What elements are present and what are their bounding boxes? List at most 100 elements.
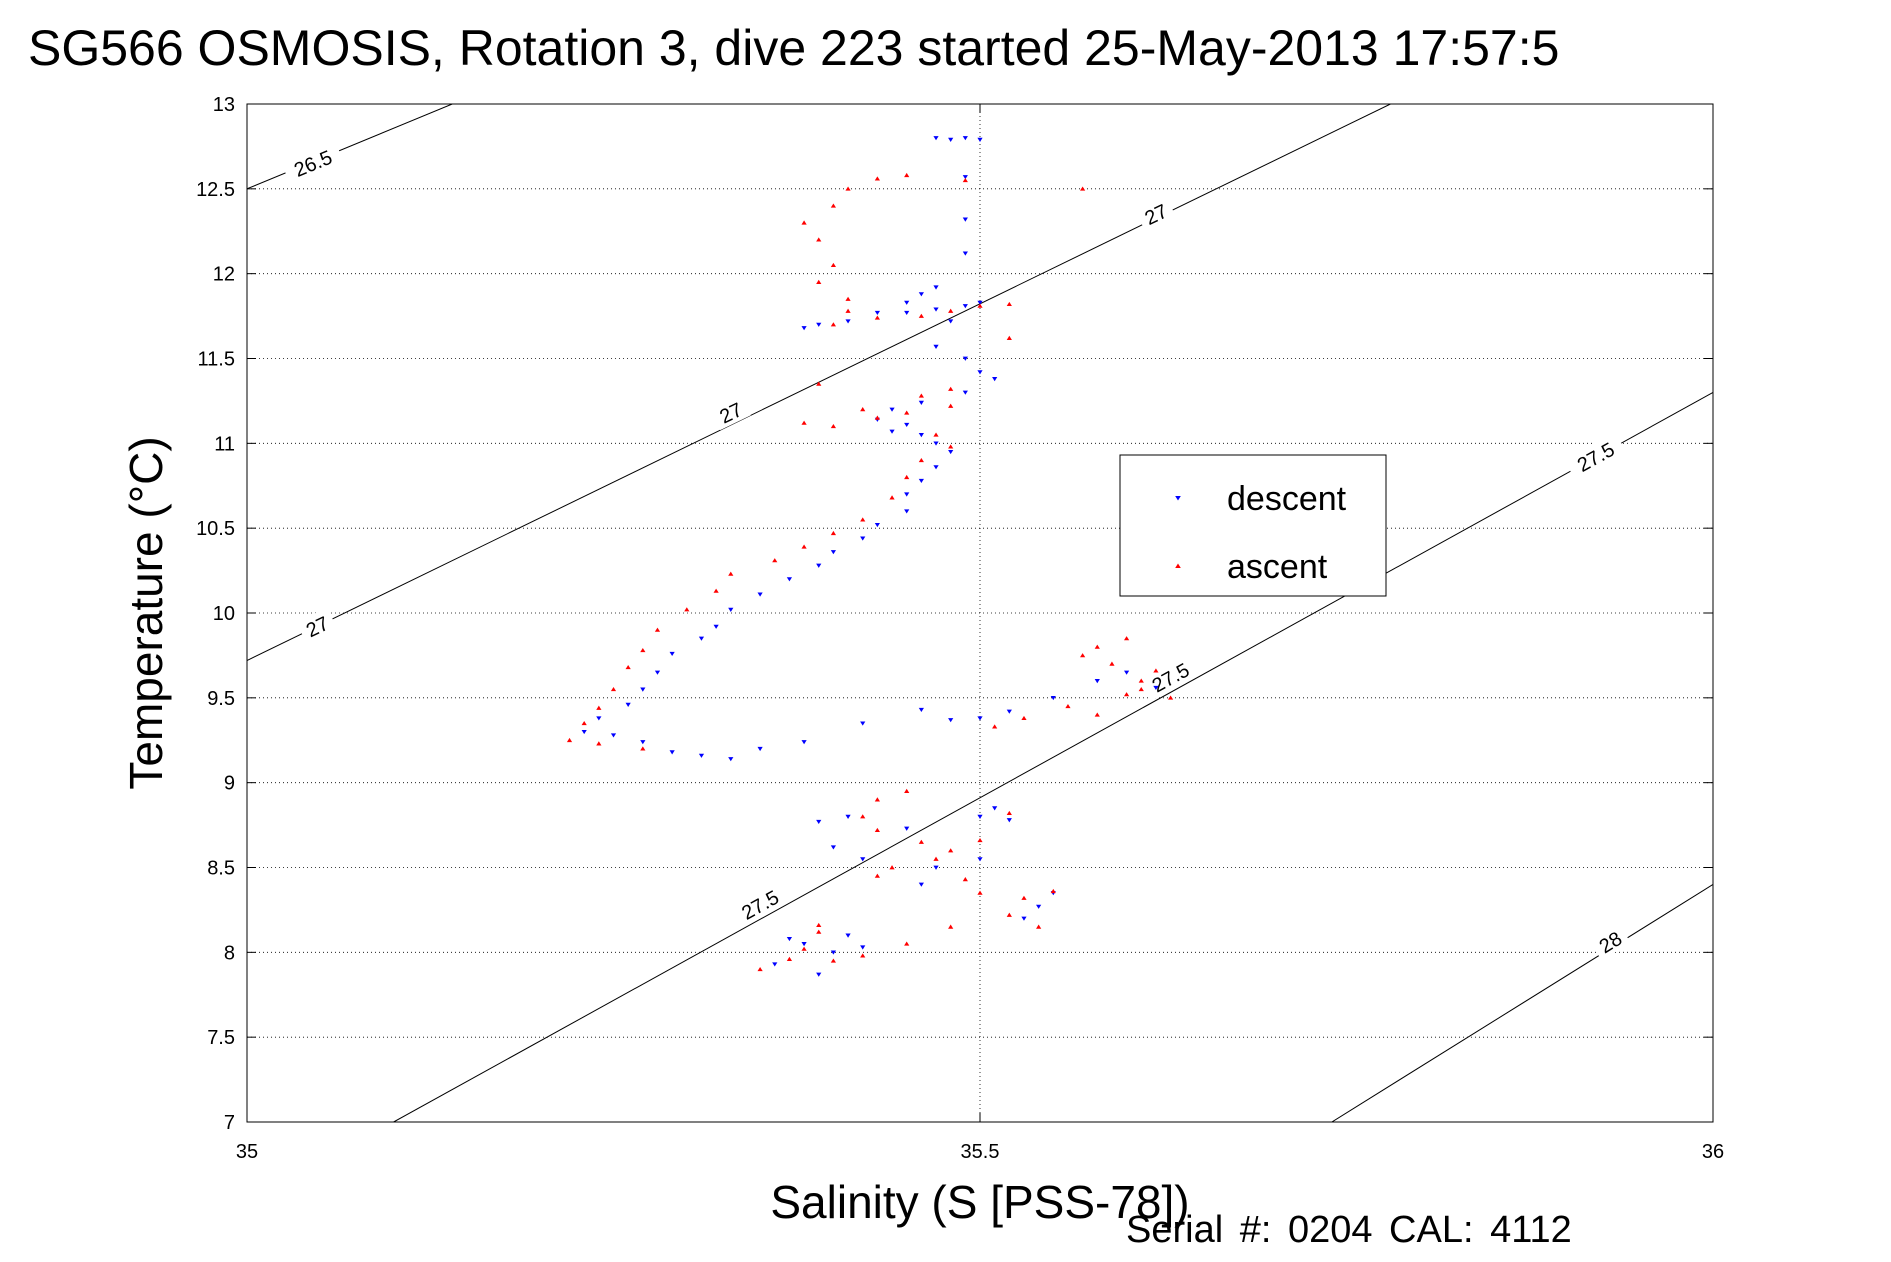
y-tick-label: 9 <box>224 773 235 795</box>
ascent-point <box>1094 712 1100 717</box>
ascent-point <box>1109 661 1115 666</box>
contour-label-background <box>296 607 338 644</box>
descent-point <box>904 300 910 305</box>
ascent-point <box>948 848 954 853</box>
ascent-point <box>1021 715 1027 721</box>
data-points <box>566 136 1174 977</box>
ascent-point <box>728 571 734 576</box>
descent-point <box>757 592 763 597</box>
ascent-point <box>918 313 924 318</box>
descent-point <box>933 307 939 312</box>
descent-point <box>610 733 617 738</box>
descent-point <box>757 746 763 752</box>
x-axis-label: Salinity (S [PSS-78]) <box>770 1176 1189 1228</box>
ascent-point <box>830 262 836 268</box>
descent-point <box>786 936 793 942</box>
ascent-point <box>904 172 910 178</box>
ascent-point <box>610 687 617 692</box>
contour-label-background <box>1134 195 1177 232</box>
ascent-point <box>1138 687 1144 692</box>
descent-point <box>860 857 866 862</box>
ascent-point <box>1006 335 1012 340</box>
density-contour-line <box>393 391 1713 1122</box>
descent-point <box>654 670 661 675</box>
chart-title: SG566 OSMOSIS, Rotation 3, dive 223 star… <box>28 20 1560 76</box>
ascent-point <box>845 186 851 191</box>
descent-point <box>640 687 646 692</box>
density-contour-line <box>1331 884 1713 1122</box>
ascent-point <box>860 953 866 958</box>
ascent-point <box>948 444 954 449</box>
ascent-point <box>1065 703 1071 709</box>
descent-point <box>962 217 968 222</box>
descent-point <box>860 536 866 541</box>
descent-point <box>918 707 924 713</box>
contour-label-background <box>281 140 344 185</box>
ascent-point <box>1080 186 1086 191</box>
descent-point <box>801 942 807 947</box>
descent-point <box>933 285 939 290</box>
ascent-point <box>845 308 851 313</box>
contour-label-background <box>1138 652 1202 702</box>
legend-marker-ascent <box>1175 563 1181 568</box>
ascent-point <box>1006 301 1012 307</box>
y-tick-label: 13 <box>213 94 235 116</box>
descent-point <box>801 740 807 745</box>
descent-point <box>962 251 968 256</box>
ascent-point <box>874 827 880 832</box>
y-tick-label: 7.5 <box>207 1027 235 1049</box>
descent-point <box>904 422 910 428</box>
ascent-point <box>874 315 880 320</box>
descent-point <box>874 522 880 528</box>
descent-point <box>904 826 910 831</box>
y-tick-label: 7 <box>224 1112 235 1134</box>
ascent-point <box>1094 644 1100 649</box>
y-tick-label: 12 <box>213 264 235 286</box>
ascent-point <box>625 664 631 670</box>
y-tick-label: 10 <box>213 603 235 625</box>
ascent-point <box>962 877 968 882</box>
ascent-point <box>684 607 690 612</box>
descent-point <box>728 757 734 762</box>
ascent-point <box>830 424 836 429</box>
ascent-point <box>596 705 602 710</box>
descent-point <box>962 175 968 180</box>
ascent-point <box>801 220 807 225</box>
descent-point <box>596 716 602 721</box>
x-tick-label: 35 <box>236 1141 258 1163</box>
ascent-point <box>640 647 646 653</box>
descent-point <box>1094 679 1100 684</box>
descent-point <box>845 933 851 938</box>
ascent-point <box>948 403 954 408</box>
descent-point <box>860 721 866 726</box>
descent-point <box>992 806 998 811</box>
ascent-point <box>874 797 880 802</box>
descent-point <box>816 972 822 977</box>
ascent-point <box>801 946 807 951</box>
ascent-point <box>933 856 939 861</box>
descent-point <box>772 962 778 967</box>
legend-label-descent: descent <box>1227 480 1347 518</box>
descent-point <box>918 433 924 438</box>
ascent-point <box>801 420 807 425</box>
ascent-point <box>1124 636 1130 641</box>
descent-point <box>918 400 924 405</box>
descent-point <box>977 716 983 721</box>
descent-point <box>977 137 983 142</box>
density-contour-label: 26.5 <box>291 147 335 182</box>
ascent-point <box>1153 668 1159 673</box>
ascent-point <box>816 279 822 284</box>
ascent-point <box>596 741 602 746</box>
ascent-point <box>816 922 822 928</box>
y-tick-label: 9.5 <box>207 688 235 710</box>
ascent-point <box>581 720 587 726</box>
ascent-point <box>874 176 880 181</box>
y-tick-label: 11.5 <box>198 349 235 371</box>
descent-point <box>904 310 910 316</box>
ascent-point <box>640 746 646 751</box>
legend-entries: descent ascent <box>1175 480 1347 586</box>
descent-point <box>962 356 968 361</box>
ascent-point <box>948 386 954 391</box>
descent-point <box>962 136 968 141</box>
descent-point <box>1036 904 1042 909</box>
